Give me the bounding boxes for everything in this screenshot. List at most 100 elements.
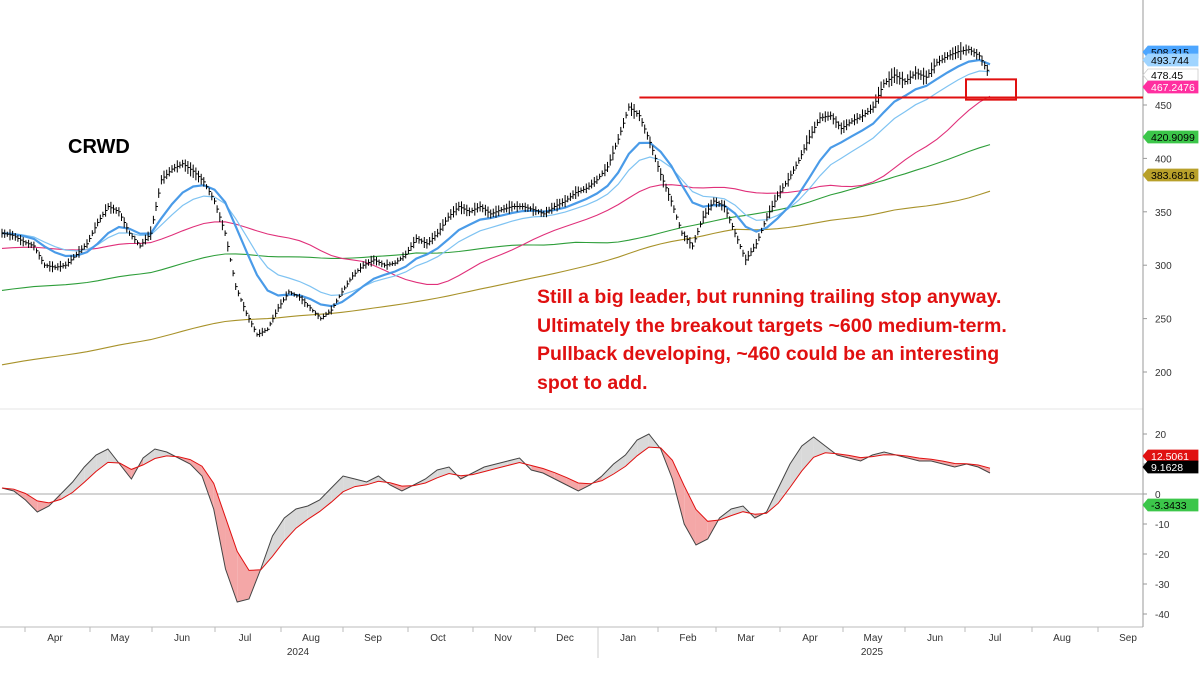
price-bar <box>121 213 124 221</box>
oscillator-fill-up <box>507 458 520 466</box>
price-bar <box>370 255 374 267</box>
oscillator-fill-up <box>484 464 496 472</box>
price-bar <box>44 262 47 268</box>
price-bar <box>365 259 368 269</box>
price-bar <box>256 332 259 337</box>
price-bar <box>147 231 151 242</box>
oscillator-fill-up <box>72 467 85 493</box>
oscillator-fill-up <box>319 488 332 512</box>
price-bar <box>437 228 440 238</box>
oscillator-fill-up <box>60 482 73 500</box>
oscillator-fill-down <box>672 460 685 524</box>
oscillator-fill-up <box>778 464 791 504</box>
oscillator-fill-down <box>237 551 249 602</box>
price-bar <box>832 113 836 125</box>
oscillator-value-tag-text: 12.5061 <box>1151 451 1189 463</box>
price-bar <box>713 197 716 205</box>
price-bar <box>925 70 929 84</box>
axes: 20025030035040045020100-10-20-30-40AprMa… <box>24 101 1172 658</box>
oscillator-fill-down <box>225 517 238 602</box>
price-bar <box>920 70 923 80</box>
price-bar <box>320 316 323 321</box>
oscillator-fill-up <box>613 455 626 475</box>
price-bar <box>341 287 344 296</box>
price-bar <box>596 175 599 184</box>
price-bar <box>705 208 708 219</box>
oscillator-value-tag: 9.1628 <box>1142 460 1199 474</box>
oscillator-signal-line <box>1 446 991 571</box>
price-bar <box>516 201 520 212</box>
price-bar <box>750 247 753 256</box>
oscillator-fill-up <box>637 434 649 456</box>
price-bar <box>941 54 945 64</box>
price-bar <box>41 256 44 265</box>
price-bar <box>285 291 289 301</box>
price-bar <box>907 74 910 85</box>
price-bar <box>155 201 158 211</box>
price-bar <box>158 188 161 198</box>
price-bar <box>875 94 878 109</box>
price-bar <box>668 188 671 201</box>
price-bar <box>984 61 987 70</box>
price-bar <box>822 113 825 122</box>
price-bar <box>73 254 76 261</box>
month-label: Aug <box>302 633 320 644</box>
price-bar <box>644 124 647 134</box>
price-value-tag: 467.2476 <box>1142 80 1199 94</box>
price-bar <box>245 310 249 317</box>
price-bar <box>535 206 538 216</box>
price-bar <box>368 259 371 266</box>
month-label: Apr <box>47 633 63 644</box>
price-bar <box>723 200 727 213</box>
price-bar <box>487 206 490 218</box>
price-bar <box>232 270 236 277</box>
price-bar <box>774 194 777 208</box>
price-bar <box>57 263 60 271</box>
price-value-tag-text: 493.744 <box>1151 55 1189 67</box>
price-bar <box>176 160 180 173</box>
oscillator-fill-down <box>190 459 202 476</box>
price-bar <box>22 237 26 247</box>
price-bar <box>301 295 305 305</box>
price-bar <box>806 135 809 151</box>
price-bar <box>561 198 565 207</box>
ticker-label: CRWD <box>68 136 130 158</box>
price-bar <box>577 186 581 197</box>
price-bar <box>240 297 243 302</box>
price-tick-label: 250 <box>1155 315 1172 326</box>
price-bar <box>657 161 660 172</box>
price-value-tag-box <box>1142 80 1199 94</box>
price-bar <box>915 66 918 80</box>
price-bar <box>426 239 429 249</box>
price-bar <box>38 251 42 260</box>
oscillator-fill-down <box>554 472 567 485</box>
price-bar <box>150 226 153 240</box>
price-bar <box>601 170 605 177</box>
price-bar <box>803 144 807 154</box>
month-label: Sep <box>364 633 382 644</box>
price-panel <box>0 0 1144 628</box>
price-bar <box>476 203 480 213</box>
price-bar <box>229 257 233 262</box>
price-bar <box>567 195 570 203</box>
oscillator-fill-down <box>684 485 696 545</box>
price-bar <box>423 237 427 248</box>
price-value-tag: 420.9099 <box>1142 130 1199 144</box>
price-bar <box>288 289 291 295</box>
price-bar <box>519 203 522 210</box>
price-bar <box>195 167 198 181</box>
oscillator-fill-down <box>848 455 861 461</box>
price-bar <box>673 205 676 213</box>
price-moving-averages <box>1 58 991 366</box>
price-tick-label: 450 <box>1155 101 1172 112</box>
price-bar <box>376 256 379 266</box>
price-bar <box>702 210 706 224</box>
price-bar <box>795 161 799 170</box>
price-bar <box>4 229 7 238</box>
price-bar <box>272 314 275 323</box>
price-bar <box>731 222 735 230</box>
price-bar <box>490 209 493 219</box>
price-bar <box>564 195 568 208</box>
price-bar <box>612 145 615 161</box>
price-bar <box>394 260 398 266</box>
